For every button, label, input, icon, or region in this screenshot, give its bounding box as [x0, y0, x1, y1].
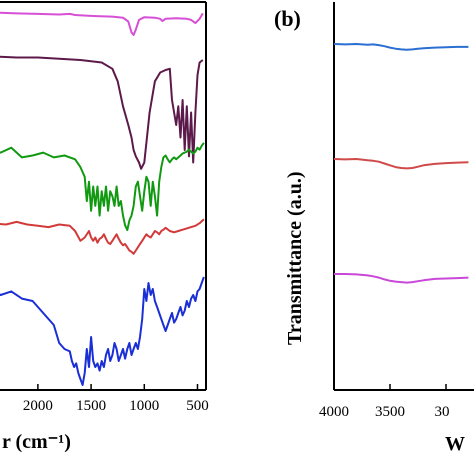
- left-x-tick-label: 1500: [76, 398, 106, 414]
- left-series-line-5: [0, 276, 205, 386]
- right-panel-y-axis-title: Transmittance (a.u.): [284, 172, 306, 346]
- right-series-line-3: [334, 273, 469, 284]
- left-x-tick-label: 2000: [23, 398, 53, 414]
- left-panel-x-axis-title: r (cm⁻¹): [2, 431, 71, 453]
- right-panel-x-axis-title: W: [445, 433, 465, 455]
- left-x-tick-label: 1000: [129, 398, 159, 414]
- left-panel: 2000 1500 1000 500 r (cm⁻¹): [0, 1, 209, 453]
- right-panel: 4000 3500 30 (b) Transmittance (a.u.) W: [274, 2, 474, 455]
- left-panel-x-ticks: 2000 1500 1000 500: [23, 384, 209, 414]
- left-series-line-1: [0, 11, 204, 36]
- left-x-tick-label: 500: [186, 398, 209, 414]
- left-panel-series: [0, 11, 205, 386]
- right-panel-series: [333, 43, 469, 284]
- right-x-tick-label: 30: [435, 404, 450, 420]
- left-series-line-3: [0, 142, 205, 232]
- right-series-line-1: [333, 43, 469, 51]
- right-x-tick-label: 4000: [319, 404, 349, 420]
- right-x-tick-label: 3500: [375, 404, 405, 420]
- right-panel-label: (b): [274, 6, 301, 31]
- right-series-line-2: [333, 158, 469, 170]
- right-panel-x-ticks: 4000 3500 30: [319, 384, 450, 420]
- left-series-line-4: [0, 218, 205, 255]
- left-series-line-2: [0, 55, 204, 170]
